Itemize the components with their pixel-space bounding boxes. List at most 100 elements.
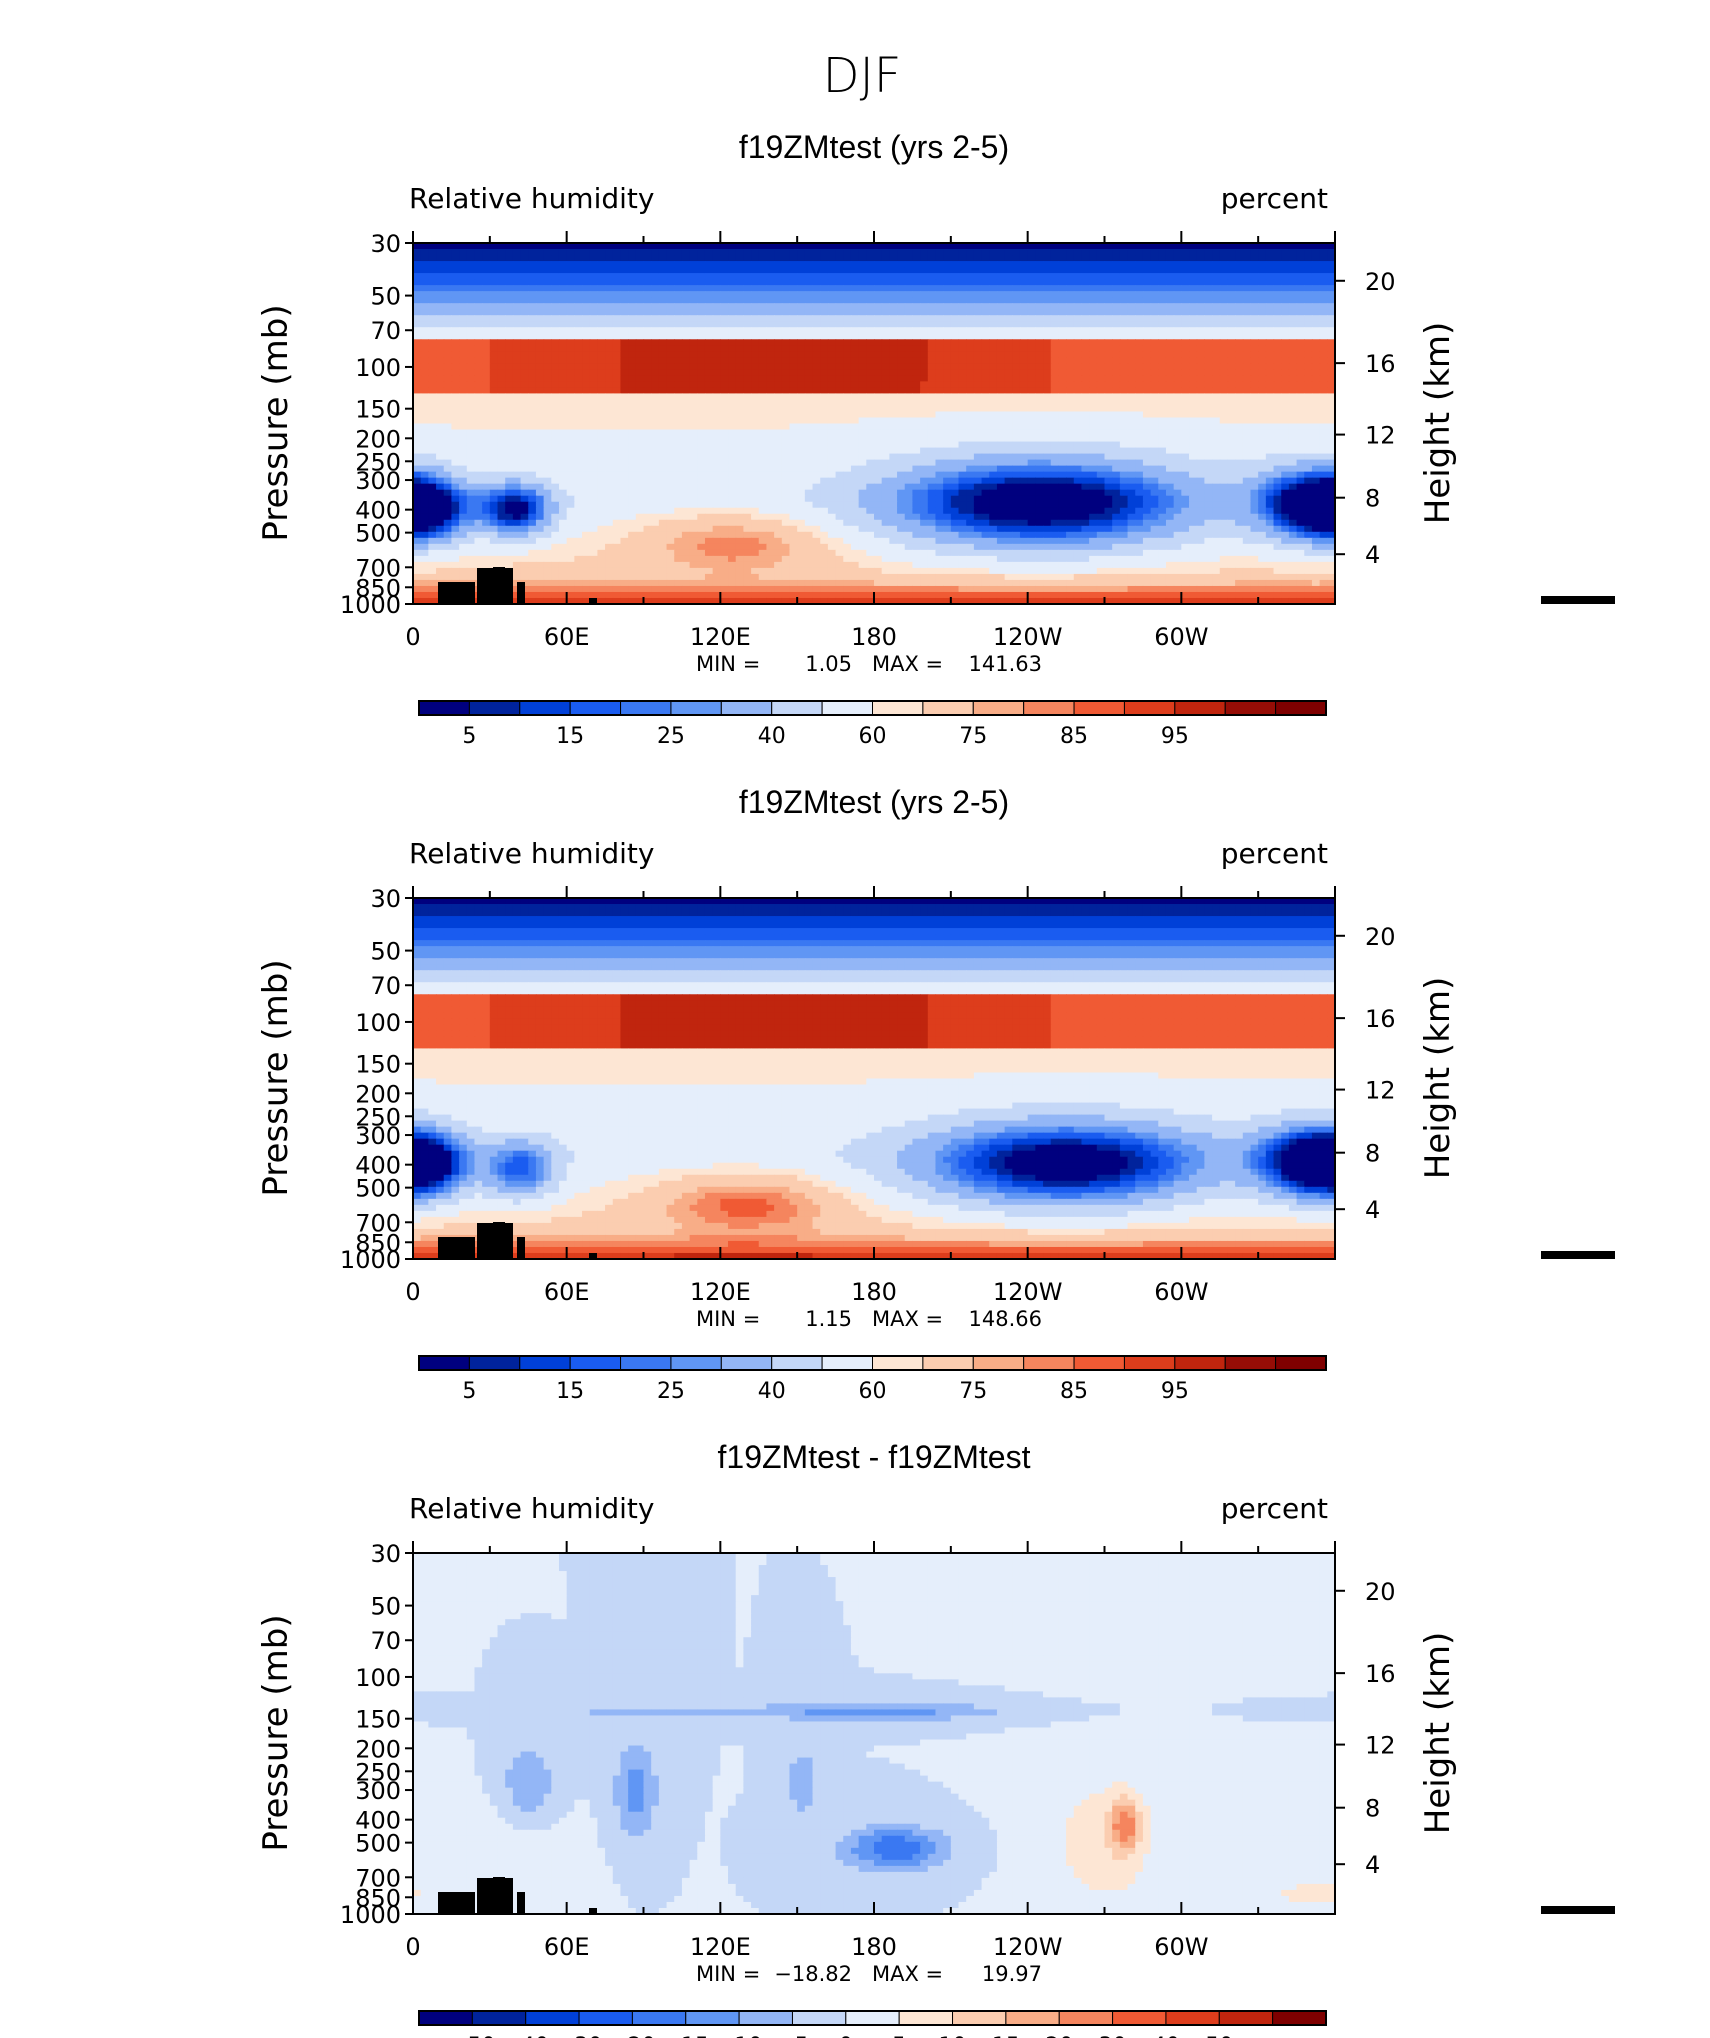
y-tick-label: 50 (370, 283, 401, 311)
y-tick-label: 50 (370, 938, 401, 966)
colorbar-box (821, 700, 873, 716)
y-tick-label: 150 (355, 1051, 401, 1079)
colorbar-box (685, 2010, 740, 2026)
y-tick-label: 400 (355, 1152, 401, 1180)
colorbar-box (1123, 700, 1176, 716)
y-tick-label: 1000 (340, 1901, 401, 1929)
colorbar-box (972, 700, 1025, 716)
colorbar-label: 40 (758, 724, 786, 749)
height-tick-label: 8 (1365, 1140, 1380, 1168)
y-tick-label: 300 (355, 1777, 401, 1805)
colorbar-box (821, 1355, 873, 1371)
colorbar-label: −30 (556, 2034, 602, 2038)
colorbar-label: 25 (657, 1379, 685, 1404)
y-axis-label-right: Height (km) (1418, 322, 1458, 525)
colorbar-box (1174, 700, 1226, 716)
panel-2: f19ZMtest (yrs 2-5) Relative humidity perc… (256, 784, 1615, 1404)
y-tick-label: 300 (355, 467, 401, 495)
colorbar-box (578, 2010, 633, 2026)
colorbar-box (468, 700, 521, 716)
topography (1541, 1251, 1615, 1259)
topography (517, 582, 525, 604)
colorbar-label: −15 (663, 2034, 709, 2038)
max-value: 19.97 (982, 1962, 1042, 1986)
topography (493, 1222, 505, 1259)
min-label: MIN = (696, 1962, 760, 1986)
y-tick-label: 1000 (340, 591, 401, 619)
colorbar-box (670, 700, 722, 716)
variable-label: Relative humidity (409, 182, 654, 215)
colorbar-box (738, 2010, 793, 2026)
topography (517, 1237, 525, 1259)
min-value: 1.05 (805, 652, 852, 676)
colorbar-box (1165, 2010, 1220, 2026)
height-tick-label: 8 (1365, 485, 1380, 513)
colorbar-label: −40 (502, 2034, 548, 2038)
y-axis-label: Pressure (mb) (256, 1614, 296, 1851)
colorbar-box (1224, 1355, 1277, 1371)
colorbar-box (771, 700, 823, 716)
colorbar-box (519, 1355, 571, 1371)
y-tick-label: 400 (355, 497, 401, 525)
topography (438, 582, 475, 604)
colorbar-box (1023, 1355, 1075, 1371)
y-tick-label: 700 (355, 1864, 401, 1892)
height-tick-label: 16 (1365, 1005, 1396, 1033)
y-tick-label: 850 (355, 1229, 401, 1257)
x-tick-label: 180 (851, 623, 897, 651)
colorbar-label: 95 (1161, 1379, 1189, 1404)
x-tick-label: 60W (1154, 1278, 1208, 1306)
units-label: percent (1221, 837, 1328, 870)
min-label: MIN = (696, 1307, 760, 1331)
x-tick-label: 0 (405, 1278, 420, 1306)
max-label: MAX = (872, 1307, 943, 1331)
y-tick-label: 850 (355, 574, 401, 602)
colorbar-box (519, 700, 571, 716)
colorbar-box (720, 700, 773, 716)
colorbar-box (525, 2010, 580, 2026)
colorbar-box (1123, 1355, 1176, 1371)
y-tick-label: 250 (355, 1103, 401, 1131)
colorbar-box (631, 2010, 687, 2026)
colorbar-label: 25 (657, 724, 685, 749)
panel-title: f19ZMtest (yrs 2-5) (739, 129, 1009, 165)
y-tick-label: 700 (355, 554, 401, 582)
colorbar-box (1073, 1355, 1125, 1371)
y-tick-label: 850 (355, 1884, 401, 1912)
max-value: 148.66 (969, 1307, 1042, 1331)
colorbar-box (872, 1355, 924, 1371)
x-tick-label: 120W (993, 1278, 1063, 1306)
colorbar-box (620, 700, 672, 716)
colorbar-box (771, 1355, 823, 1371)
colorbar-box (1112, 2010, 1167, 2026)
colorbar-box (1275, 700, 1327, 716)
colorbar-box (569, 1355, 622, 1371)
contour-field (413, 243, 1335, 604)
colorbar-label: 75 (959, 1379, 987, 1404)
colorbar-label: −20 (609, 2034, 655, 2038)
min-value: −18.82 (774, 1962, 852, 1986)
topography (493, 1877, 505, 1914)
y-tick-label: 30 (370, 1540, 401, 1568)
panel-title: f19ZMtest - f19ZMtest (718, 1439, 1031, 1475)
colorbar-box (1058, 2010, 1114, 2026)
units-label: percent (1221, 1492, 1328, 1525)
colorbar-box (922, 700, 974, 716)
colorbar-box (898, 2010, 954, 2026)
colorbar-box (620, 1355, 672, 1371)
y-tick-label: 70 (370, 1627, 401, 1655)
colorbar-box (1174, 1355, 1226, 1371)
x-tick-label: 120W (993, 623, 1063, 651)
height-tick-label: 16 (1365, 1660, 1396, 1688)
y-tick-label: 30 (370, 885, 401, 913)
y-tick-label: 500 (355, 520, 401, 548)
x-tick-label: 180 (851, 1278, 897, 1306)
contour-field (413, 898, 1335, 1259)
height-tick-label: 4 (1365, 1851, 1380, 1879)
y-tick-label: 50 (370, 1593, 401, 1621)
height-tick-label: 8 (1365, 1795, 1380, 1823)
y-tick-label: 100 (355, 1009, 401, 1037)
x-tick-label: 120W (993, 1933, 1063, 1961)
colorbar-label: −10 (716, 2034, 762, 2038)
